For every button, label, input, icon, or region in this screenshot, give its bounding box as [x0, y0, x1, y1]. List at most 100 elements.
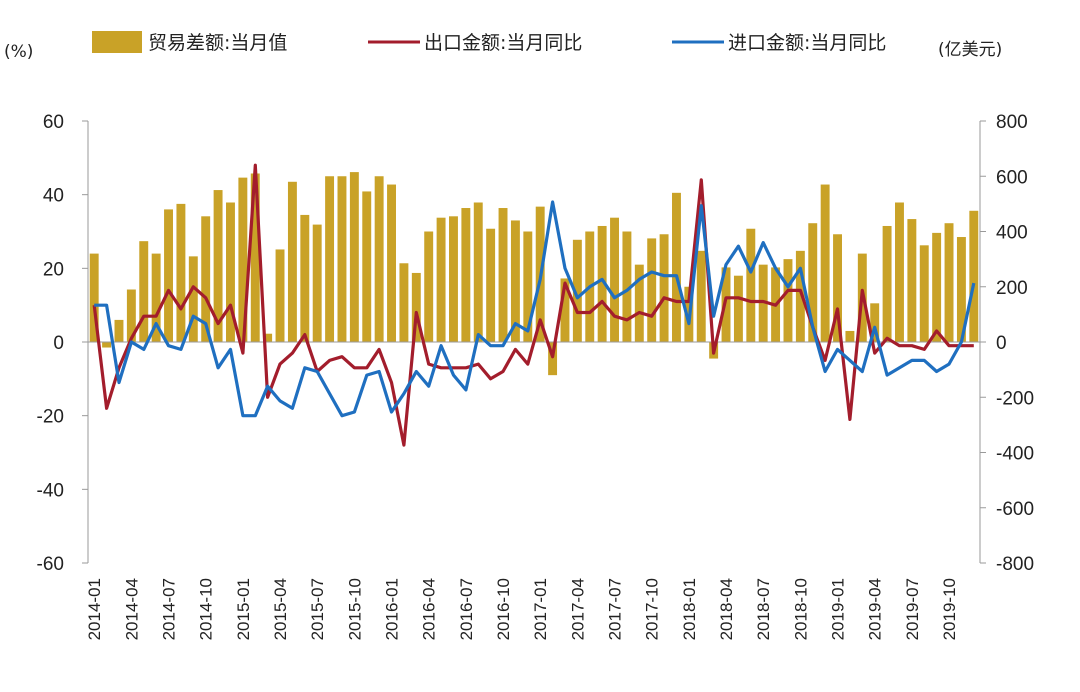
- right-tick-label: 0: [996, 333, 1007, 354]
- x-tick-label: 2016-01: [383, 578, 402, 640]
- legend: 贸易差额:当月值 出口金额:当月同比 进口金额:当月同比: [92, 31, 886, 54]
- bar-trade-balance: [89, 253, 99, 342]
- bar-trade-balance: [226, 202, 235, 342]
- bar-trade-balance: [672, 192, 681, 342]
- bar-trade-balance: [944, 223, 954, 342]
- x-tick-label: 2019-07: [903, 578, 922, 640]
- bar-trade-balance: [882, 225, 892, 342]
- x-tick-label: 2016-07: [457, 578, 476, 640]
- x-tick-label: 2017-01: [531, 578, 550, 640]
- left-axis-ticks: 60 40 20 0 -20 -40 -60: [37, 112, 88, 575]
- left-tick-label: 0: [53, 333, 64, 354]
- right-tick-label: 400: [996, 223, 1028, 244]
- x-tick-label: 2015-04: [271, 578, 290, 640]
- bar-trade-balance: [164, 209, 173, 342]
- bar-trade-balance: [114, 319, 124, 342]
- left-tick-label: -20: [37, 407, 64, 428]
- bar-trade-balance: [783, 259, 793, 342]
- bar-trade-balance: [622, 231, 632, 342]
- x-tick-label: 2019-01: [829, 578, 848, 640]
- bar-trade-balance: [523, 231, 533, 342]
- x-tick-label: 2016-10: [494, 578, 513, 640]
- bar-trade-balance: [337, 176, 347, 342]
- x-tick-label: 2014-04: [122, 578, 141, 640]
- bar-trade-balance: [325, 176, 335, 342]
- bar-trade-balance: [560, 278, 570, 342]
- bar-trade-balance: [572, 239, 582, 342]
- bar-trade-balance: [610, 217, 619, 342]
- right-tick-label: -400: [996, 444, 1034, 465]
- bar-trade-balance: [473, 202, 483, 342]
- x-tick-label: 2018-04: [717, 578, 736, 640]
- bar-trade-balance: [808, 223, 818, 342]
- x-tick-label: 2014-10: [197, 578, 216, 640]
- x-tick-label: 2017-04: [568, 578, 587, 640]
- x-tick-label: 2019-10: [940, 578, 959, 640]
- x-tick-label: 2017-10: [643, 578, 662, 640]
- bar-trade-balance: [263, 333, 273, 342]
- bar-trade-balance: [312, 224, 322, 342]
- bar-trade-balance: [151, 253, 161, 342]
- bar-trade-balance: [548, 342, 558, 376]
- legend-label-import: 进口金额:当月同比: [728, 32, 886, 54]
- bar-trade-balance: [411, 272, 421, 342]
- legend-label-trade-balance: 贸易差额:当月值: [148, 32, 287, 54]
- left-tick-label: 20: [43, 259, 64, 280]
- bar-trade-balance: [374, 176, 384, 342]
- x-tick-label: 2015-07: [308, 578, 327, 640]
- line-import-yoy: [94, 200, 976, 418]
- bar-trade-balance: [795, 250, 805, 342]
- bar-trade-balance: [647, 238, 657, 342]
- x-axis-ticks: 2014-01 2014-04 2014-07 2014-10 2015-01 2015-…: [85, 578, 959, 640]
- bar-trade-balance: [696, 250, 706, 342]
- x-tick-label: 2014-07: [160, 578, 179, 640]
- bar-trade-balance: [820, 184, 830, 342]
- bar-trade-balance: [287, 181, 297, 342]
- right-tick-label: 800: [996, 112, 1028, 133]
- bar-trade-balance: [486, 228, 496, 342]
- bar-trade-balance: [969, 210, 979, 342]
- line-series-group: [92, 163, 976, 447]
- legend-label-export: 出口金额:当月同比: [424, 32, 582, 54]
- left-tick-label: -60: [37, 554, 64, 575]
- x-tick-label: 2018-07: [754, 578, 773, 640]
- bar-trade-balance: [139, 241, 149, 342]
- bar-trade-balance: [424, 231, 434, 342]
- bar-trade-balance: [845, 330, 855, 342]
- left-tick-label: 40: [43, 186, 64, 207]
- bar-trade-balance: [300, 214, 310, 342]
- bar-trade-balance: [870, 303, 880, 342]
- bar-trade-balance: [250, 173, 260, 342]
- right-tick-label: 600: [996, 167, 1028, 188]
- x-tick-label: 2014-01: [85, 578, 104, 640]
- right-axis-unit: (亿美元): [938, 40, 1002, 60]
- bar-trade-balance: [907, 219, 917, 342]
- right-tick-label: -200: [996, 388, 1034, 409]
- bar-trade-balance: [498, 208, 508, 342]
- bar-trade-balance: [758, 264, 768, 342]
- bar-trade-balance: [833, 234, 842, 342]
- bar-trade-balance: [956, 237, 966, 342]
- bar-trade-balance: [238, 177, 248, 342]
- bar-trade-balance: [399, 263, 409, 342]
- bar-trade-balance: [188, 256, 198, 342]
- line-export-yoy: [92, 163, 974, 447]
- bar-trade-balance: [387, 184, 396, 342]
- bar-trade-balance: [461, 208, 471, 342]
- bar-trade-balance: [275, 249, 285, 342]
- bar-trade-balance: [733, 275, 743, 342]
- bar-trade-balance: [126, 289, 136, 342]
- bar-trade-balance: [449, 216, 458, 342]
- x-tick-label: 2018-10: [791, 578, 810, 640]
- bar-trade-balance: [176, 203, 186, 342]
- bar-trade-balance: [932, 232, 942, 342]
- bar-trade-balance: [659, 234, 669, 342]
- bar-trade-balance: [436, 217, 446, 342]
- bar-trade-balance: [634, 264, 644, 342]
- bar-trade-balance: [597, 225, 607, 342]
- x-tick-label: 2016-04: [420, 578, 439, 640]
- x-tick-label: 2015-10: [345, 578, 364, 640]
- bar-trade-balance: [349, 172, 359, 342]
- bar-trade-balance: [919, 245, 929, 342]
